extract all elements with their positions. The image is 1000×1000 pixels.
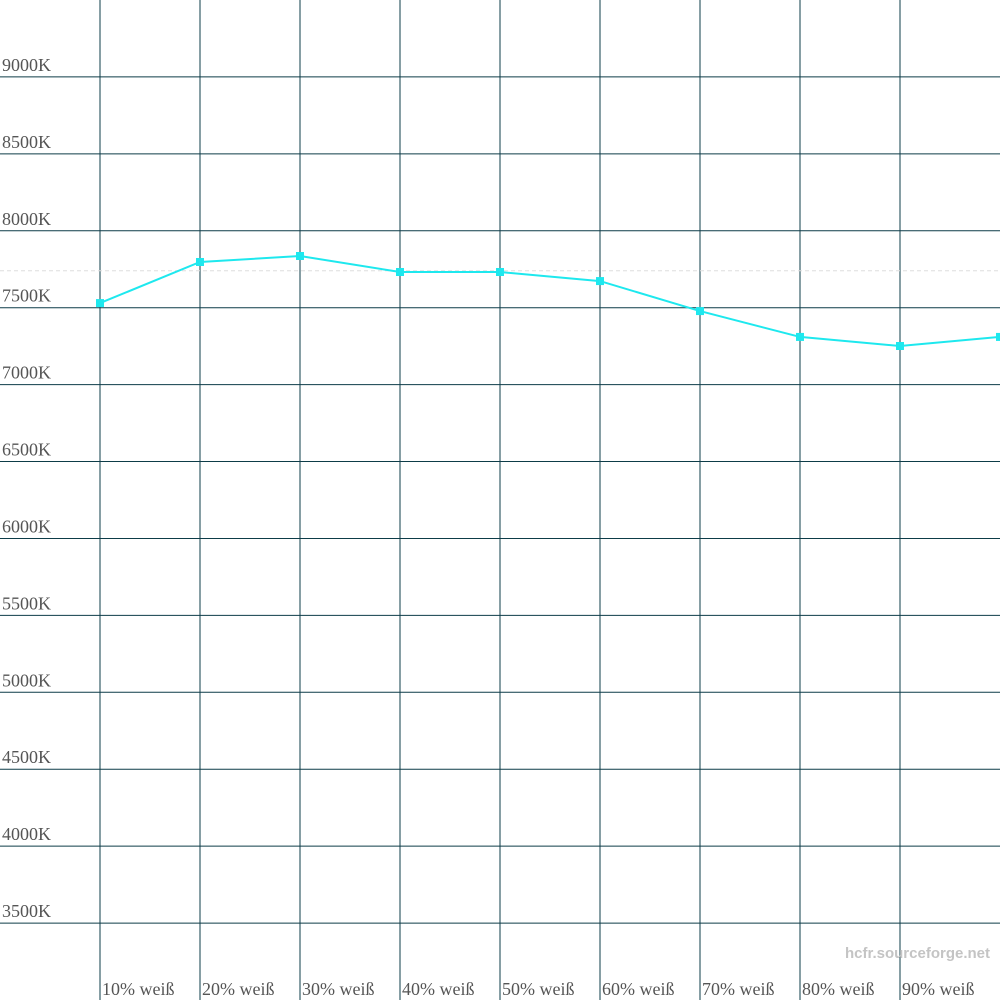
x-tick-label: 20% weiß — [202, 979, 274, 999]
point — [396, 268, 404, 276]
x-tick-label: 50% weiß — [502, 979, 574, 999]
x-tick-label: 70% weiß — [702, 979, 774, 999]
y-tick-label: 8000K — [2, 209, 51, 229]
x-tick-label: 40% weiß — [402, 979, 474, 999]
x-tick-label: 10% weiß — [102, 979, 174, 999]
y-tick-label: 6500K — [2, 440, 51, 460]
x-tick-label: 30% weiß — [302, 979, 374, 999]
x-tick-label: 60% weiß — [602, 979, 674, 999]
y-tick-label: 4000K — [2, 824, 51, 844]
y-tick-label: 8500K — [2, 132, 51, 152]
y-tick-label: 6000K — [2, 516, 51, 536]
point — [996, 332, 1000, 341]
point — [496, 268, 504, 276]
point — [96, 299, 104, 308]
y-tick-label: 5500K — [2, 593, 51, 613]
y-tick-label: 5000K — [2, 670, 51, 690]
y-tick-label: 3500K — [2, 901, 51, 921]
y-tick-label: 9000K — [2, 55, 51, 75]
point — [296, 252, 304, 260]
point — [196, 258, 204, 266]
x-tick-label: 90% weiß — [902, 979, 974, 999]
x-tick-label: 80% weiß — [802, 979, 874, 999]
watermark: hcfr.sourceforge.net — [845, 945, 990, 962]
y-tick-label: 7000K — [2, 363, 51, 383]
series-line — [99, 254, 1000, 348]
point — [596, 277, 604, 286]
point — [696, 307, 704, 316]
y-tick-label: 7500K — [2, 286, 51, 306]
y-tick-label: 4500K — [2, 747, 51, 767]
point — [796, 332, 804, 341]
point — [896, 342, 904, 350]
